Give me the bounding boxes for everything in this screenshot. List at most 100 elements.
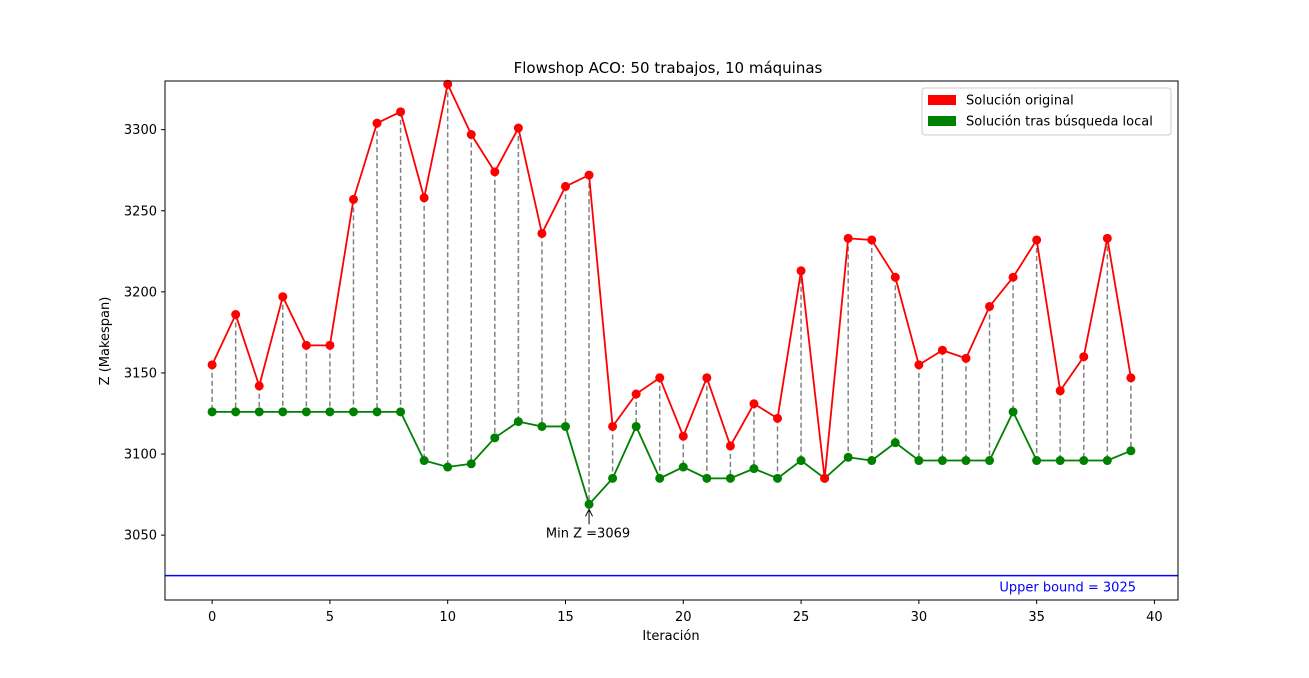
data-point-original (773, 413, 783, 423)
data-point-local-search (372, 407, 382, 417)
data-point-original (207, 360, 217, 370)
data-point-local-search (914, 456, 924, 466)
data-point-local-search (301, 407, 311, 417)
data-point-original (1008, 272, 1018, 282)
data-point-local-search (655, 473, 665, 483)
x-tick-label: 25 (793, 610, 810, 625)
data-point-local-search (1126, 446, 1136, 456)
data-point-original (843, 233, 853, 243)
data-point-original (796, 266, 806, 276)
data-point-local-search (254, 407, 264, 417)
y-tick-label: 3200 (124, 285, 157, 300)
x-tick-label: 40 (1146, 610, 1163, 625)
data-point-local-search (749, 464, 759, 474)
data-point-original (725, 441, 735, 451)
data-point-local-search (1008, 407, 1018, 417)
legend-swatch-local-search (928, 116, 956, 126)
y-tick-label: 3150 (124, 366, 157, 381)
y-axis-label: Z (Makespan) (98, 297, 113, 386)
data-point-original (890, 272, 900, 282)
data-point-local-search (890, 438, 900, 448)
data-point-original (961, 353, 971, 363)
data-point-local-search (1102, 456, 1112, 466)
y-tick-label: 3100 (124, 448, 157, 463)
data-point-original (231, 310, 241, 320)
data-point-original (678, 431, 688, 441)
x-tick-label: 30 (911, 610, 928, 625)
upper-bound-label: Upper bound = 3025 (999, 581, 1136, 596)
data-point-original (443, 79, 453, 89)
data-point-local-search (1055, 456, 1065, 466)
x-tick-label: 20 (675, 610, 692, 625)
data-point-original (490, 167, 500, 177)
y-tick-label: 3050 (124, 529, 157, 544)
legend-label-original: Solución original (966, 94, 1074, 109)
data-point-original (372, 118, 382, 128)
data-point-local-search (725, 473, 735, 483)
data-point-local-search (796, 456, 806, 466)
data-point-original (655, 373, 665, 383)
data-point-local-search (466, 459, 476, 469)
data-point-local-search (443, 462, 453, 472)
data-point-local-search (773, 473, 783, 483)
data-point-original (560, 181, 570, 191)
data-point-local-search (537, 421, 547, 431)
data-point-local-search (843, 452, 853, 462)
series-line-local-search (212, 409, 1132, 507)
data-point-local-search (1079, 456, 1089, 466)
data-point-local-search (985, 456, 995, 466)
data-point-local-search (678, 462, 688, 472)
data-point-local-search (867, 456, 877, 466)
annotation-label: Min Z =3069 (546, 526, 630, 541)
data-point-original (419, 193, 429, 203)
data-point-local-search (396, 407, 406, 417)
data-point-local-search (961, 456, 971, 466)
data-point-local-search (490, 433, 500, 443)
data-point-original (1032, 235, 1042, 245)
data-point-original (1079, 352, 1089, 362)
data-point-original (749, 399, 759, 409)
data-point-local-search (937, 456, 947, 466)
data-point-original (914, 360, 924, 370)
data-point-local-search (584, 499, 594, 509)
data-point-original (702, 373, 712, 383)
data-point-original (1126, 373, 1136, 383)
data-point-original (584, 170, 594, 180)
y-tick-label: 3300 (124, 123, 157, 138)
data-point-original (631, 389, 641, 399)
data-point-original (608, 421, 618, 431)
data-point-original (937, 345, 947, 355)
data-point-local-search (419, 456, 429, 466)
x-tick-label: 10 (439, 610, 456, 625)
data-point-local-search (513, 417, 523, 427)
data-point-original (867, 235, 877, 245)
data-point-local-search (348, 407, 358, 417)
data-point-original (1102, 233, 1112, 243)
data-point-original (301, 340, 311, 350)
data-point-original (513, 123, 523, 133)
x-tick-label: 15 (557, 610, 574, 625)
y-tick-label: 3250 (124, 204, 157, 219)
data-point-local-search (702, 473, 712, 483)
legend-label-local-search: Solución tras búsqueda local (966, 115, 1153, 130)
plot-frame (164, 80, 1179, 601)
data-point-original (278, 292, 288, 302)
data-point-local-search (1032, 456, 1042, 466)
x-tick-label: 5 (326, 610, 334, 625)
data-point-original (985, 301, 995, 311)
data-point-original (820, 473, 830, 483)
data-point-original (537, 228, 547, 238)
data-point-local-search (631, 421, 641, 431)
chart-title: Flowshop ACO: 50 trabajos, 10 máquinas (514, 59, 823, 77)
x-axis-label: Iteración (642, 629, 699, 644)
legend: Solución original Solución tras búsqueda… (921, 87, 1172, 136)
x-tick-label: 35 (1028, 610, 1045, 625)
data-point-original (325, 340, 335, 350)
data-point-original (1055, 386, 1065, 396)
data-point-local-search (207, 407, 217, 417)
legend-swatch-original (928, 95, 956, 105)
data-point-local-search (325, 407, 335, 417)
annotation-arrow-head (585, 508, 593, 517)
